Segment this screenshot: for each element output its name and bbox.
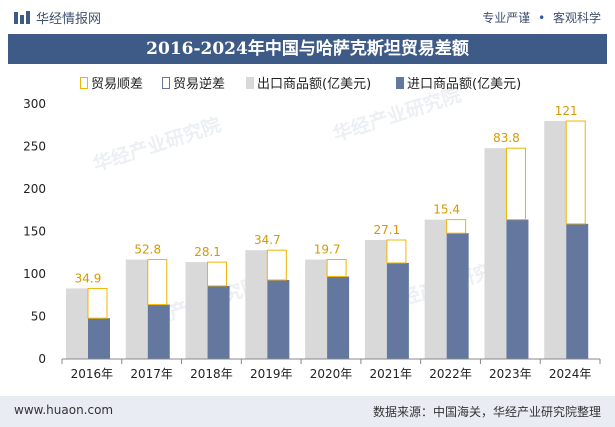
x-tick-label: 2019年	[250, 367, 293, 381]
surplus-value-label: 28.1	[194, 245, 221, 259]
x-tick-label: 2024年	[549, 367, 592, 381]
footer: www.huaon.com 数据来源：中国海关，华经产业研究院整理	[0, 396, 615, 427]
brand-name: 华经情报网	[36, 12, 102, 27]
tagline-left: 专业严谨	[482, 11, 531, 25]
brand-logo-icon	[14, 10, 30, 24]
bar-export	[245, 250, 268, 359]
legend-item-deficit: 贸易逆差	[162, 73, 225, 92]
y-tick-label: 100	[23, 267, 46, 281]
chart-legend: 贸易顺差 贸易逆差 出口商品额(亿美元) 进口商品额(亿美元)	[0, 70, 615, 92]
surplus-value-label: 27.1	[374, 223, 401, 237]
surplus-value-label: 83.8	[493, 131, 520, 145]
legend-item-surplus: 贸易顺差	[80, 73, 143, 92]
bar-export	[185, 262, 208, 359]
bar-surplus-bracket	[565, 120, 586, 225]
y-tick-label: 250	[23, 140, 46, 154]
legend-item-export: 出口商品额(亿美元)	[246, 73, 371, 92]
bar-import	[566, 223, 589, 359]
x-tick-label: 2022年	[429, 367, 472, 381]
bar-export	[364, 240, 387, 359]
legend-swatch-deficit	[162, 76, 170, 89]
legend-swatch-import	[396, 76, 404, 89]
bar-export	[125, 259, 148, 359]
y-tick-label: 300	[23, 97, 46, 111]
legend-label-export: 出口商品额(亿美元)	[257, 77, 372, 92]
bar-surplus-bracket	[87, 287, 108, 319]
surplus-value-label: 34.9	[75, 271, 102, 285]
surplus-value-label: 121	[555, 104, 578, 118]
tagline: 专业严谨 • 客观科学	[482, 9, 601, 26]
legend-label-import: 进口商品额(亿美元)	[407, 77, 522, 92]
legend-item-import: 进口商品额(亿美元)	[396, 73, 521, 92]
y-tick-label: 200	[23, 182, 46, 196]
surplus-value-label: 15.4	[433, 203, 460, 217]
surplus-value-label: 19.7	[314, 243, 341, 257]
legend-label-surplus: 贸易顺差	[91, 77, 144, 92]
bar-export	[305, 259, 328, 359]
bar-export	[544, 121, 567, 359]
bar-surplus-bracket	[207, 261, 228, 287]
x-tick-label: 2016年	[71, 367, 114, 381]
footer-source: 数据来源：中国海关，华经产业研究院整理	[372, 405, 601, 419]
bar-surplus-bracket	[505, 147, 526, 221]
bar-import	[147, 304, 170, 359]
x-tick-label: 2020年	[310, 367, 353, 381]
tagline-right: 客观科学	[552, 11, 601, 25]
bar-import	[446, 233, 469, 359]
x-tick-label: 2017年	[130, 367, 173, 381]
bar-import	[386, 262, 409, 359]
bar-import	[88, 318, 110, 359]
surplus-value-label: 34.7	[254, 233, 281, 247]
bar-import	[506, 219, 529, 359]
bar-import	[207, 285, 230, 359]
y-tick-label: 50	[31, 310, 46, 324]
legend-swatch-export	[246, 76, 254, 89]
bar-surplus-bracket	[147, 259, 168, 306]
bar-surplus-bracket	[266, 249, 287, 281]
chart-title: 2016-2024年中国与哈萨克斯坦贸易差额	[8, 34, 607, 64]
bar-surplus-bracket	[446, 219, 467, 234]
legend-label-deficit: 贸易逆差	[173, 77, 226, 92]
y-tick-label: 150	[23, 225, 46, 239]
x-tick-label: 2018年	[190, 367, 233, 381]
surplus-value-label: 52.8	[134, 243, 161, 257]
y-tick-label: 0	[38, 352, 46, 366]
x-tick-label: 2021年	[370, 367, 413, 381]
footer-url[interactable]: www.huaon.com	[14, 403, 114, 417]
bar-import	[327, 276, 350, 359]
bar-export	[66, 288, 88, 359]
bar-surplus-bracket	[326, 259, 347, 278]
brand[interactable]: 华经情报网	[14, 8, 101, 27]
bar-export	[424, 219, 447, 359]
bar-export	[484, 148, 507, 359]
x-tick-label: 2023年	[489, 367, 532, 381]
bar-import	[267, 279, 290, 359]
bullet-icon: •	[538, 11, 546, 25]
legend-swatch-surplus	[80, 76, 88, 89]
bar-surplus-bracket	[386, 239, 407, 264]
header: 华经情报网 专业严谨 • 客观科学	[0, 0, 615, 34]
chart-area: 0 50 100 150 200 250 300 34.9 2016年 52.8 2017年 28.1…	[23, 97, 601, 381]
